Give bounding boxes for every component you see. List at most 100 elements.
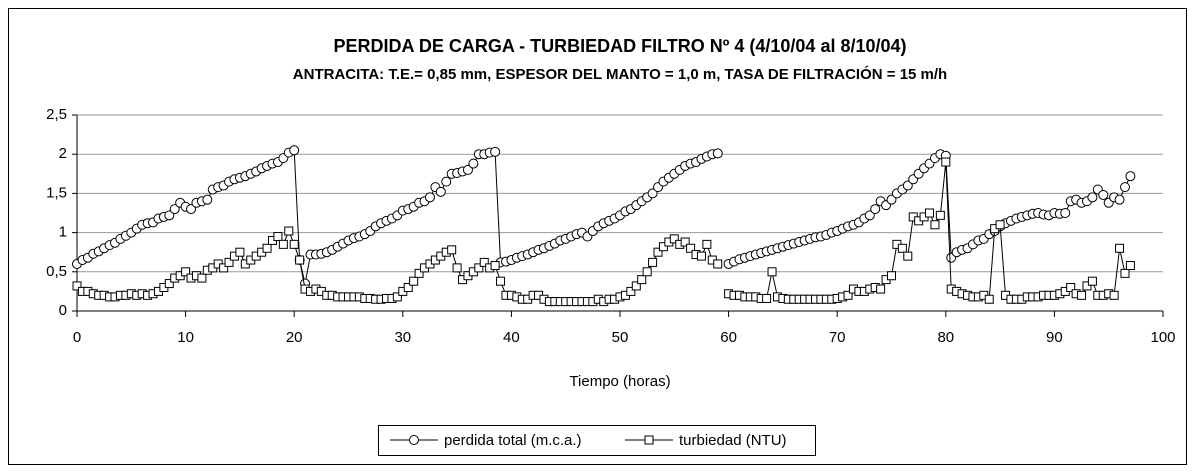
x-tick-label: 80 (937, 329, 954, 346)
y-tick-label: 2 (59, 145, 67, 162)
data-point (295, 255, 305, 265)
y-tick-label: 1,5 (46, 184, 67, 201)
chart-title: PERDIDA DE CARGA - TURBIEDAD FILTRO Nº 4… (333, 36, 906, 56)
data-point (713, 259, 723, 269)
data-point (642, 267, 652, 277)
data-point (452, 263, 462, 273)
data-point (696, 251, 706, 261)
data-point (902, 180, 913, 191)
data-point (886, 194, 897, 205)
legend-label: perdida total (m.c.a.) (444, 432, 582, 449)
data-point (164, 279, 174, 289)
data-point (474, 263, 484, 273)
data-point (1087, 192, 1098, 203)
data-point (941, 157, 951, 167)
data-point (202, 194, 213, 205)
data-point (897, 243, 907, 253)
chart-subtitle: ANTRACITA: T.E.= 0,85 mm, ESPESOR DEL MA… (293, 65, 947, 83)
data-point (224, 257, 234, 267)
data-point (289, 145, 300, 156)
data-point (648, 257, 658, 267)
data-point (870, 204, 881, 215)
data-point (631, 281, 641, 291)
data-point (680, 237, 690, 247)
data-point (843, 290, 853, 300)
data-point (653, 247, 663, 257)
data-point (1082, 281, 1092, 291)
data-point (235, 247, 245, 257)
legend-label: turbiedad (NTU) (679, 432, 787, 449)
data-point (479, 257, 489, 267)
x-tick-label: 90 (1046, 329, 1063, 346)
data-point (1060, 208, 1071, 218)
data-point (637, 275, 647, 285)
x-tick-label: 30 (394, 329, 411, 346)
data-point (414, 268, 424, 278)
data-point (403, 282, 413, 292)
data-point (72, 281, 82, 291)
data-point (424, 192, 435, 203)
x-tick-label: 50 (612, 329, 629, 346)
legend (378, 425, 816, 456)
data-point (925, 208, 935, 218)
y-tick-label: 1 (59, 224, 67, 241)
data-point (876, 284, 886, 294)
data-point (284, 226, 294, 236)
data-point (767, 267, 777, 277)
data-point (1066, 282, 1076, 292)
y-tick-label: 0 (59, 302, 67, 319)
data-point (447, 245, 457, 255)
x-axis-label: Tiempo (horas) (569, 373, 670, 390)
data-point (1077, 290, 1087, 300)
data-point (468, 158, 479, 169)
data-point (1087, 276, 1097, 286)
data-point (1125, 171, 1136, 182)
y-tick-label: 0,5 (46, 263, 67, 280)
x-tick-label: 60 (720, 329, 737, 346)
data-point (169, 204, 180, 215)
x-tick-label: 100 (1150, 329, 1175, 346)
y-tick-label: 2,5 (46, 106, 67, 123)
data-point (686, 243, 696, 253)
data-point (887, 271, 896, 281)
data-point (490, 261, 500, 271)
x-tick-label: 20 (286, 329, 303, 346)
data-point (181, 267, 191, 277)
data-point (1115, 243, 1125, 253)
data-point (762, 293, 772, 303)
data-point (658, 242, 668, 252)
data-point (935, 210, 945, 220)
data-point (278, 239, 288, 249)
data-point (626, 286, 636, 296)
data-point (496, 276, 506, 286)
data-point (1098, 189, 1109, 200)
data-point (273, 232, 283, 242)
data-point (669, 234, 679, 244)
data-point (164, 210, 175, 221)
data-point (262, 243, 272, 253)
legend-marker (644, 435, 654, 445)
data-point (647, 188, 658, 199)
data-point (995, 220, 1005, 230)
data-point (435, 186, 446, 197)
x-tick-label: 70 (829, 329, 846, 346)
data-point (219, 263, 229, 273)
data-point (289, 239, 299, 249)
legend-marker (409, 435, 419, 445)
data-point (1119, 182, 1130, 193)
x-tick-label: 40 (503, 329, 520, 346)
data-point (930, 220, 940, 230)
data-point (462, 164, 473, 175)
data-point (1109, 290, 1119, 300)
data-point (441, 176, 452, 187)
data-point (903, 251, 913, 261)
data-point (186, 204, 197, 215)
x-tick-label: 0 (73, 329, 81, 346)
data-point (1120, 268, 1130, 278)
data-point (409, 276, 419, 286)
data-point (712, 148, 723, 159)
data-point (392, 292, 402, 302)
data-point (1125, 261, 1135, 271)
data-point (1114, 194, 1125, 205)
